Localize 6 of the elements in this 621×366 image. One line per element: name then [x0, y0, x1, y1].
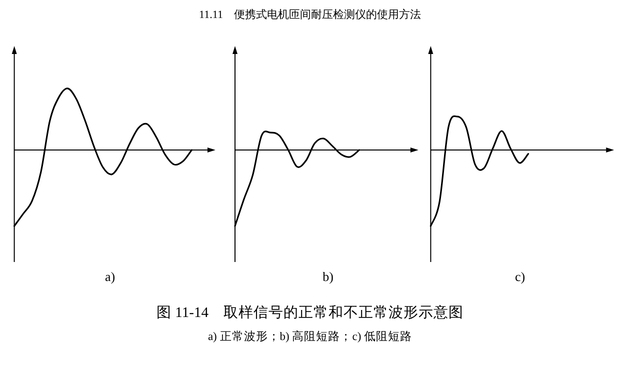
x-axis-title: c) [514, 269, 526, 284]
x-axis-title: b) [322, 269, 334, 284]
x-axis-title: a) [104, 269, 116, 284]
text: 11.11 便携式电机匝间耐压检测仪的使用方法 [199, 8, 421, 21]
text: 图 11-14 取样信号的正常和不正常波形示意图 [156, 304, 464, 321]
text: a) 正常波形；b) 高阻短路；c) 低阻短路 [208, 329, 412, 343]
